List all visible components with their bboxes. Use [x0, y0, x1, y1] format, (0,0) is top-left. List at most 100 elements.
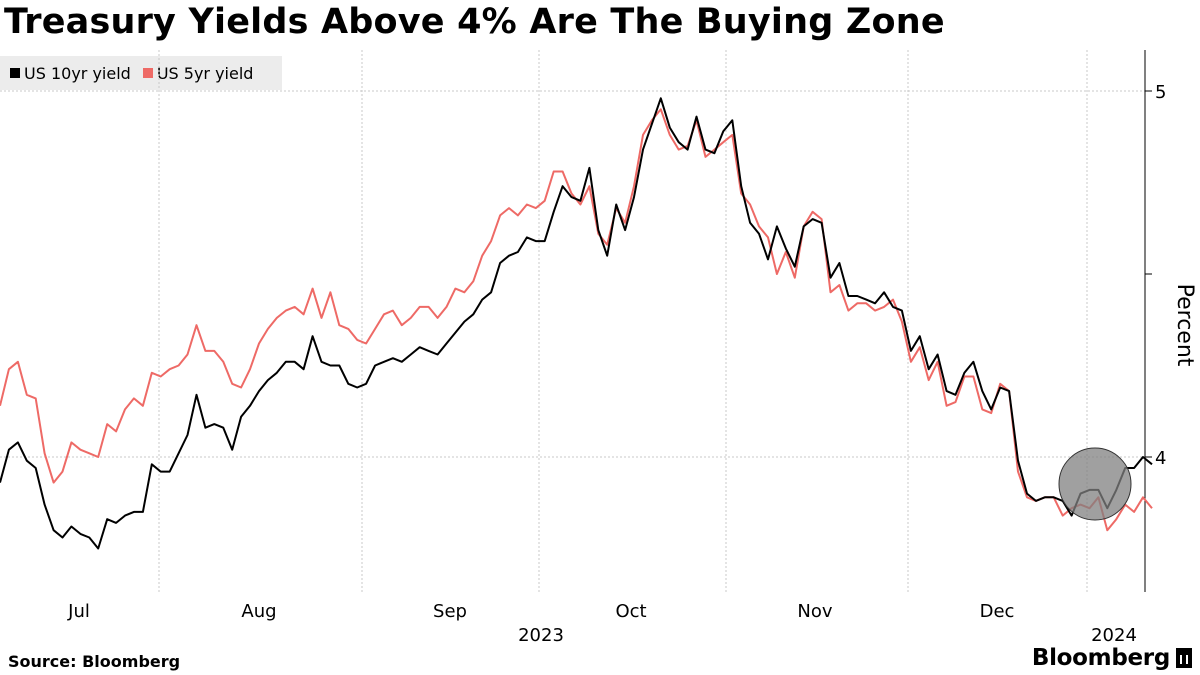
data-point-5yr [1142, 496, 1144, 498]
data-point-5yr [1017, 471, 1019, 473]
data-point-5yr [329, 291, 331, 293]
data-point-5yr [705, 156, 707, 158]
data-point-5yr [874, 310, 876, 312]
data-point-5yr [79, 449, 81, 451]
data-point-5yr [240, 387, 242, 389]
data-point-10yr [633, 196, 635, 198]
data-point-10yr [437, 354, 439, 356]
data-point-10yr [740, 185, 742, 187]
data-point-5yr [678, 149, 680, 151]
data-point-5yr [981, 408, 983, 410]
data-point-10yr [204, 427, 206, 429]
data-point-10yr [187, 434, 189, 436]
data-point-10yr [919, 335, 921, 337]
data-point-10yr [44, 504, 46, 506]
year-label: 2024 [1091, 625, 1137, 646]
data-point-5yr [1026, 496, 1028, 498]
legend-item-10yr[interactable]: US 10yr yield [10, 64, 131, 83]
data-point-10yr [124, 515, 126, 517]
data-point-5yr [669, 134, 671, 136]
data-point-5yr [642, 134, 644, 136]
data-point-5yr [249, 368, 251, 370]
data-point-5yr [106, 423, 108, 425]
data-point-10yr [937, 354, 939, 356]
data-point-5yr [1062, 515, 1064, 517]
data-point-10yr [910, 350, 912, 352]
data-point-10yr [696, 116, 698, 118]
data-point-10yr [856, 295, 858, 297]
data-point-10yr [883, 291, 885, 293]
data-point-10yr [535, 240, 537, 242]
data-point-5yr [392, 310, 394, 312]
data-point-10yr [285, 361, 287, 363]
data-point-10yr [571, 196, 573, 198]
data-point-10yr [365, 383, 367, 385]
data-point-10yr [615, 204, 617, 206]
data-point-5yr [562, 171, 564, 173]
data-point-10yr [1035, 500, 1037, 502]
data-point-10yr [1053, 496, 1055, 498]
data-point-10yr [981, 390, 983, 392]
axes [1144, 50, 1152, 592]
data-point-10yr [678, 141, 680, 143]
data-point-5yr [187, 354, 189, 356]
data-point-5yr [606, 244, 608, 246]
data-point-10yr [1044, 496, 1046, 498]
data-point-5yr [758, 225, 760, 227]
data-point-10yr [222, 427, 224, 429]
data-point-5yr [17, 361, 19, 363]
source-note: Source: Bloomberg [8, 652, 181, 671]
data-point-5yr [865, 302, 867, 304]
data-point-10yr [990, 408, 992, 410]
data-point-10yr [401, 361, 403, 363]
data-point-5yr [821, 218, 823, 220]
data-point-5yr [588, 185, 590, 187]
data-point-5yr [401, 324, 403, 326]
legend-swatch-5yr [142, 68, 153, 78]
data-point-10yr [410, 354, 412, 356]
data-point-10yr [481, 299, 483, 301]
data-point-5yr [794, 277, 796, 279]
data-point-10yr [588, 167, 590, 169]
data-point-10yr [1017, 460, 1019, 462]
data-point-10yr [35, 467, 37, 469]
data-point-10yr [428, 350, 430, 352]
data-point-5yr [454, 288, 456, 290]
data-point-10yr [785, 247, 787, 249]
data-point-5yr [481, 255, 483, 257]
data-point-5yr [838, 284, 840, 286]
data-point-10yr [579, 200, 581, 202]
bloomberg-terminal-icon [1176, 648, 1192, 668]
data-point-10yr [258, 390, 260, 392]
data-point-5yr [660, 108, 662, 110]
data-point-10yr [1071, 515, 1073, 517]
data-point-10yr [329, 365, 331, 367]
data-point-5yr [919, 346, 921, 348]
data-point-5yr [8, 368, 10, 370]
data-point-5yr [830, 291, 832, 293]
data-point-5yr [463, 291, 465, 293]
data-point-10yr [847, 295, 849, 297]
data-point-10yr [249, 405, 251, 407]
data-point-5yr [553, 171, 555, 173]
data-point-10yr [178, 452, 180, 454]
data-point-10yr [758, 233, 760, 235]
data-point-5yr [928, 379, 930, 381]
legend: US 10yr yield US 5yr yield [0, 56, 282, 90]
data-point-5yr [731, 134, 733, 136]
data-point-10yr [1133, 467, 1135, 469]
data-point-5yr [812, 211, 814, 213]
legend-item-5yr[interactable]: US 5yr yield [142, 64, 253, 83]
data-point-5yr [901, 321, 903, 323]
data-point-10yr [651, 123, 653, 125]
data-point-5yr [53, 482, 55, 484]
data-point-5yr [535, 207, 537, 209]
x-tick-label: Oct [615, 601, 646, 622]
data-point-10yr [17, 441, 19, 443]
data-point-5yr [267, 328, 269, 330]
data-point-5yr [579, 204, 581, 206]
data-point-10yr [1151, 463, 1153, 465]
data-point-10yr [142, 511, 144, 513]
data-point-10yr [53, 529, 55, 531]
data-point-5yr [44, 452, 46, 454]
